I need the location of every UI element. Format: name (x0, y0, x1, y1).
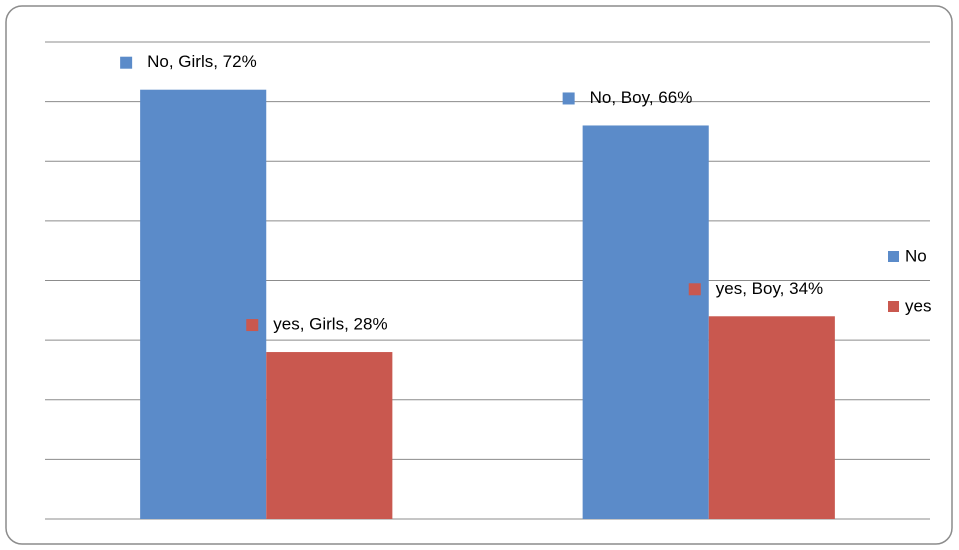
legend-label: No (905, 246, 927, 265)
data-label-marker (688, 283, 701, 296)
data-label: yes, Girls, 28% (273, 315, 387, 334)
data-label: No, Boy, 66% (590, 88, 693, 107)
bar (708, 316, 835, 519)
bar (582, 125, 709, 519)
data-label-marker (246, 319, 259, 332)
data-label-marker (562, 92, 575, 105)
data-label-marker (120, 56, 133, 69)
legend-marker (888, 301, 899, 312)
legend-marker (888, 251, 899, 262)
bar (140, 89, 267, 519)
bar (266, 352, 393, 519)
data-label: yes, Boy, 34% (716, 279, 823, 298)
legend-label: yes (905, 296, 931, 315)
data-label: No, Girls, 72% (147, 52, 257, 71)
